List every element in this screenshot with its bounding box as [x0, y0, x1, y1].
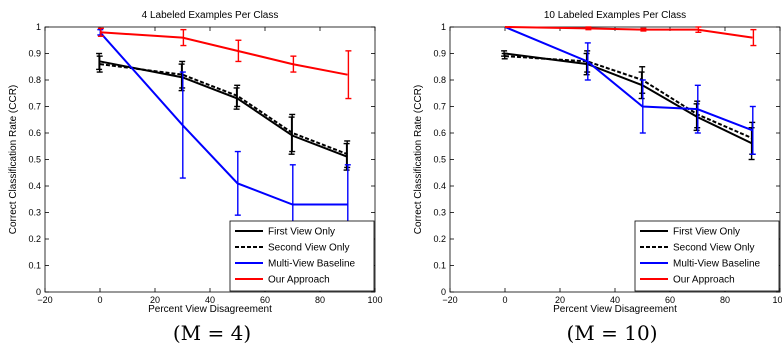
y-axis-label: Correct Classification Rate (CCR) — [8, 85, 19, 234]
x-axis-label: Percent View Disagreement — [553, 304, 677, 315]
x-tick-label: 80 — [315, 295, 325, 305]
y-tick-label: 0.8 — [28, 75, 41, 85]
legend-label: Second View Only — [268, 243, 350, 254]
legend: First View Only Second View Only Multi-Vie… — [230, 221, 374, 291]
y-tick-label: 0.7 — [433, 102, 446, 112]
y-tick-label: 0.9 — [28, 49, 41, 59]
y-tick-label: 0.4 — [28, 181, 41, 191]
legend-label: First View Only — [673, 227, 740, 238]
y-tick-label: 0.2 — [433, 234, 446, 244]
y-tick-label: 1 — [36, 22, 41, 32]
legend-label: Multi-View Baseline — [673, 259, 761, 270]
chart-panel-2: −2002040608010000.10.20.30.40.50.60.70.8… — [413, 10, 782, 345]
y-tick-label: 0.8 — [433, 75, 446, 85]
x-axis-label: Percent View Disagreement — [148, 304, 272, 315]
y-tick-label: 0.1 — [433, 261, 446, 271]
legend-label: Multi-View Baseline — [268, 259, 356, 270]
x-tick-label: 100 — [772, 295, 782, 305]
x-tick-label: 80 — [720, 295, 730, 305]
y-tick-label: 0.3 — [433, 208, 446, 218]
legend-label: Our Approach — [268, 275, 330, 286]
chart-title: 10 Labeled Examples Per Class — [544, 10, 686, 21]
y-tick-label: 0 — [441, 287, 446, 297]
x-tick-label: 0 — [97, 295, 102, 305]
x-tick-label: 100 — [367, 295, 382, 305]
y-tick-label: 0.4 — [433, 181, 446, 191]
panel-caption: (M = 4) — [173, 321, 251, 345]
legend-label: Second View Only — [673, 243, 755, 254]
y-tick-label: 0.7 — [28, 102, 41, 112]
legend-label: Our Approach — [673, 275, 735, 286]
x-tick-label: 0 — [502, 295, 507, 305]
y-tick-label: 0.3 — [28, 208, 41, 218]
chart-title: 4 Labeled Examples Per Class — [142, 10, 279, 21]
y-tick-label: 1 — [441, 22, 446, 32]
panel-caption: (M = 10) — [566, 321, 657, 345]
y-tick-label: 0.5 — [28, 155, 41, 165]
y-tick-label: 0.6 — [433, 128, 446, 138]
legend-label: First View Only — [268, 227, 335, 238]
y-axis-label: Correct Classification Rate (CCR) — [413, 85, 424, 234]
y-tick-label: 0.1 — [28, 261, 41, 271]
y-tick-label: 0.9 — [433, 49, 446, 59]
y-tick-label: 0 — [36, 287, 41, 297]
y-tick-label: 0.2 — [28, 234, 41, 244]
legend: First View Only Second View Only Multi-Vie… — [635, 221, 779, 291]
chart-panel-1: −20 0 20 40 60 80 10000.10.20.30.40.50.60.70.8… — [8, 10, 383, 345]
y-tick-label: 0.5 — [433, 155, 446, 165]
y-tick-label: 0.6 — [28, 128, 41, 138]
